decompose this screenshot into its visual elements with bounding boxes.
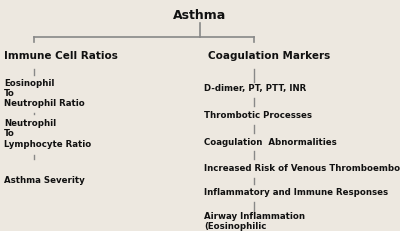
Text: Inflammatory and Immune Responses: Inflammatory and Immune Responses — [204, 188, 388, 197]
Text: Asthma: Asthma — [173, 9, 227, 22]
Text: Asthma Severity: Asthma Severity — [4, 176, 85, 185]
Text: D-dimer, PT, PTT, INR: D-dimer, PT, PTT, INR — [204, 85, 306, 93]
Text: Immune Cell Ratios: Immune Cell Ratios — [4, 51, 118, 61]
Text: Airway Inflammation
(Eosinophilic: Airway Inflammation (Eosinophilic — [204, 212, 305, 231]
Text: Neutrophil
To
Lymphocyte Ratio: Neutrophil To Lymphocyte Ratio — [4, 119, 91, 149]
Text: Thrombotic Processes: Thrombotic Processes — [204, 111, 312, 120]
Text: Eosinophil
To
Neutrophil Ratio: Eosinophil To Neutrophil Ratio — [4, 79, 85, 109]
Text: Coagulation  Abnormalities: Coagulation Abnormalities — [204, 138, 337, 146]
Text: Increased Risk of Venous Thromboembolism: Increased Risk of Venous Thromboembolism — [204, 164, 400, 173]
Text: Coagulation Markers: Coagulation Markers — [208, 51, 330, 61]
